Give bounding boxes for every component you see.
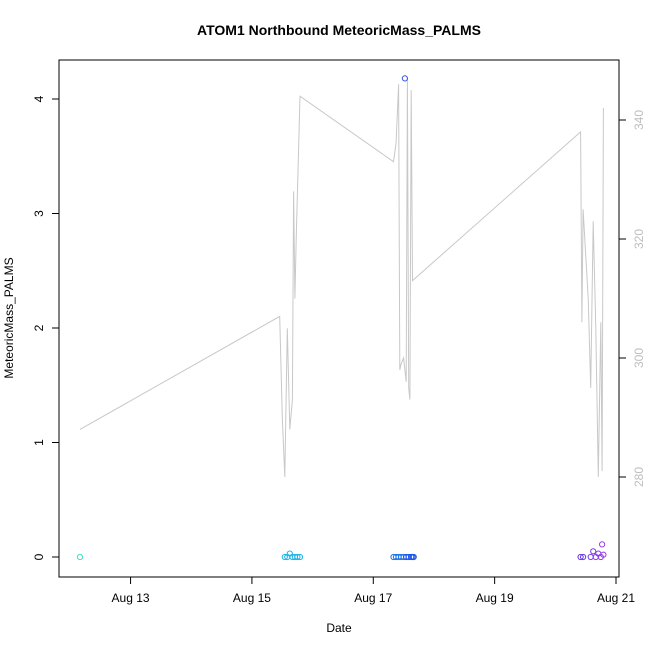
data-point — [410, 553, 417, 561]
y-tick-label: 2 — [32, 324, 46, 331]
chart-title: ATOM1 Northbound MeteoricMass_PALMS — [197, 22, 481, 38]
points-layer — [76, 75, 607, 561]
y-tick-label: 1 — [32, 439, 46, 446]
y2-tick-label: 320 — [632, 229, 646, 249]
y-tick-label: 3 — [32, 210, 46, 217]
data-point — [587, 553, 594, 561]
data-point — [294, 553, 301, 561]
x-tick-label: Aug 15 — [233, 591, 271, 605]
right-axis-line-layer — [79, 78, 604, 478]
y2-tick-label: 340 — [632, 110, 646, 130]
x-axis: Aug 13 Aug 15 Aug 17 Aug 19 Aug 21 — [112, 576, 635, 605]
data-point — [577, 553, 584, 561]
x-axis-label: Date — [326, 621, 352, 635]
y-tick-label: 4 — [32, 95, 46, 102]
data-point — [599, 541, 606, 548]
data-point — [281, 553, 288, 561]
data-point — [580, 553, 587, 561]
y2-tick-label: 300 — [632, 348, 646, 368]
data-point — [600, 551, 607, 558]
y-axis-label: MeteoricMass_PALMS — [2, 257, 16, 378]
x-tick-label: Aug 19 — [476, 591, 514, 605]
x-tick-label: Aug 21 — [597, 591, 635, 605]
data-point — [590, 548, 597, 555]
y-axis: 0 1 2 3 4 — [32, 95, 59, 560]
data-point — [401, 75, 408, 82]
y-tick-label: 0 — [32, 553, 46, 560]
data-point — [76, 553, 84, 561]
series-line — [79, 78, 604, 478]
x-tick-label: Aug 17 — [354, 591, 392, 605]
plot-frame — [58, 59, 620, 578]
x-tick-label: Aug 13 — [112, 591, 150, 605]
data-point — [296, 553, 304, 561]
y2-tick-label: 280 — [632, 467, 646, 487]
y2-axis-right: 280 300 320 340 — [619, 110, 646, 487]
